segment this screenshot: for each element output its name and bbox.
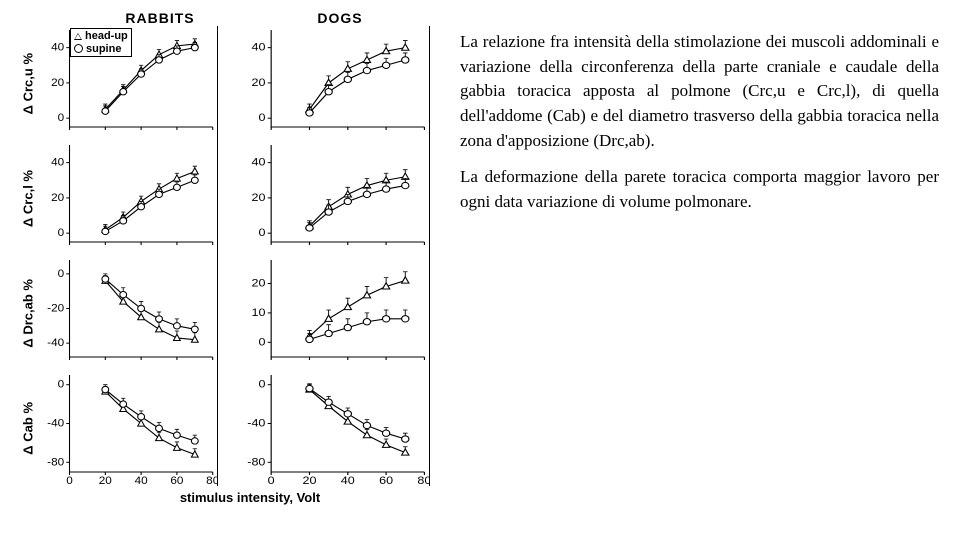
svg-text:40: 40 [251, 40, 265, 53]
svg-text:0: 0 [58, 379, 65, 391]
svg-text:0: 0 [258, 377, 265, 390]
svg-text:-40: -40 [247, 416, 266, 429]
svg-text:-40: -40 [47, 418, 64, 430]
svg-text:0: 0 [258, 111, 265, 124]
svg-text:0: 0 [258, 226, 265, 239]
svg-text:20: 20 [51, 192, 64, 204]
legend: head-upsupine [70, 28, 132, 57]
x-axis-label: stimulus intensity, Volt [70, 490, 430, 505]
svg-text:20: 20 [99, 475, 112, 486]
legend-item: supine [74, 43, 128, 56]
svg-text:-20: -20 [47, 303, 64, 315]
svg-text:40: 40 [251, 155, 265, 168]
chart-figure: RABBITS DOGS Δ Crc,u % Δ Crc,l % Δ Drc,ab … [10, 10, 430, 543]
chart-panel: 0 20 40 head-upsupine [46, 26, 218, 141]
svg-text:40: 40 [135, 475, 148, 486]
svg-text:60: 60 [379, 474, 393, 486]
svg-text:0: 0 [58, 268, 65, 280]
svg-text:0: 0 [58, 112, 65, 124]
svg-text:0: 0 [258, 335, 265, 348]
y-axis-label: Δ Drc,ab % [21, 279, 36, 348]
legend-label: supine [86, 43, 121, 56]
svg-text:20: 20 [302, 474, 316, 486]
circle-icon [74, 44, 83, 53]
svg-text:20: 20 [51, 77, 64, 89]
y-axis-label: Δ Crc,u % [21, 53, 36, 114]
chart-panel: -80 -40 0 0 20 40 60 80 [46, 371, 218, 486]
chart-panel: 0 20 40 [246, 141, 430, 256]
paragraph-1: La relazione fra intensità della stimola… [460, 30, 939, 153]
chart-panel: 0 20 40 [46, 141, 218, 256]
legend-item: head-up [74, 30, 128, 43]
svg-text:40: 40 [51, 42, 64, 54]
chart-panel: -80 -40 0 0 20 40 60 80 [246, 371, 430, 486]
y-axis-label: Δ Crc,l % [21, 170, 36, 227]
col-header-dogs: DOGS [250, 10, 430, 26]
svg-text:60: 60 [170, 475, 183, 486]
description-text: La relazione fra intensità della stimola… [430, 10, 949, 543]
chart-panel: 0 10 20 [246, 256, 430, 371]
svg-text:40: 40 [51, 157, 64, 169]
y-axis-label: Δ Cab % [21, 402, 36, 455]
svg-text:0: 0 [66, 475, 73, 486]
svg-text:80: 80 [417, 474, 429, 486]
svg-text:20: 20 [251, 76, 265, 89]
svg-text:-80: -80 [247, 455, 266, 468]
svg-text:20: 20 [251, 191, 265, 204]
svg-text:0: 0 [58, 227, 65, 239]
svg-text:-40: -40 [47, 337, 64, 349]
svg-text:-80: -80 [47, 457, 64, 469]
legend-label: head-up [85, 30, 128, 43]
chart-panel: 0 20 40 [246, 26, 430, 141]
svg-text:20: 20 [251, 276, 265, 289]
chart-panel: -40 -20 0 [46, 256, 218, 371]
paragraph-2: La deformazione della parete toracica co… [460, 165, 939, 214]
svg-text:10: 10 [251, 306, 265, 319]
col-header-rabbits: RABBITS [70, 10, 250, 26]
svg-text:0: 0 [268, 474, 275, 486]
svg-text:80: 80 [206, 475, 217, 486]
svg-text:40: 40 [341, 474, 355, 486]
triangle-icon [74, 33, 82, 40]
